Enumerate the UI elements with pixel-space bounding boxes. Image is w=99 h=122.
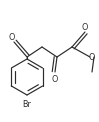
Text: O: O: [9, 33, 15, 42]
Text: O: O: [89, 52, 95, 61]
Text: O: O: [82, 23, 88, 32]
Text: O: O: [52, 75, 58, 84]
Text: Br: Br: [23, 100, 31, 109]
